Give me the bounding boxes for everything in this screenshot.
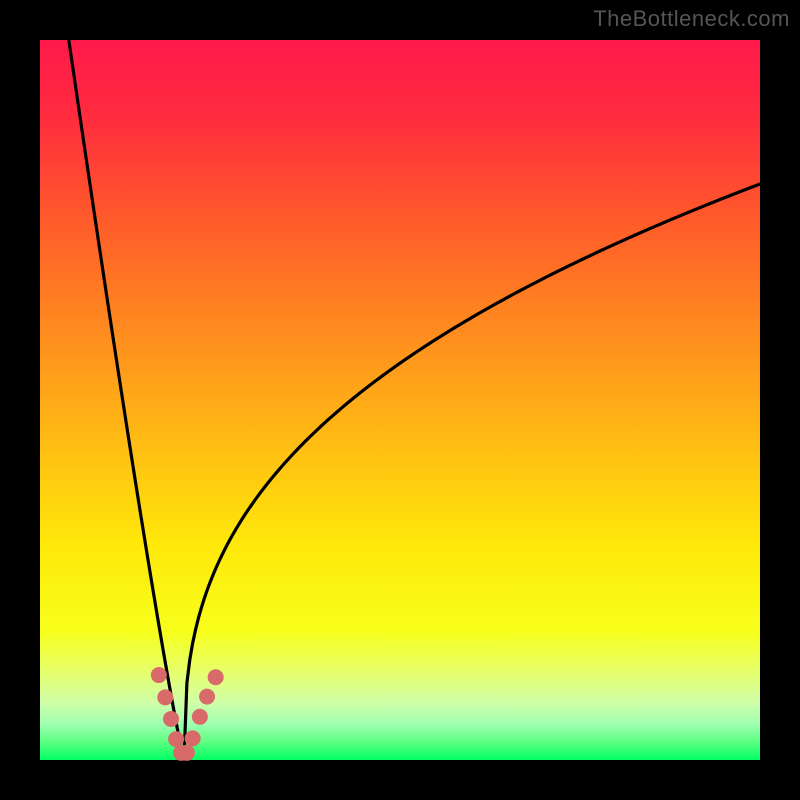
plot-area bbox=[40, 40, 760, 760]
gradient-background bbox=[40, 40, 760, 760]
chart-canvas: TheBottleneck.com bbox=[0, 0, 800, 800]
watermark-text: TheBottleneck.com bbox=[593, 6, 790, 32]
